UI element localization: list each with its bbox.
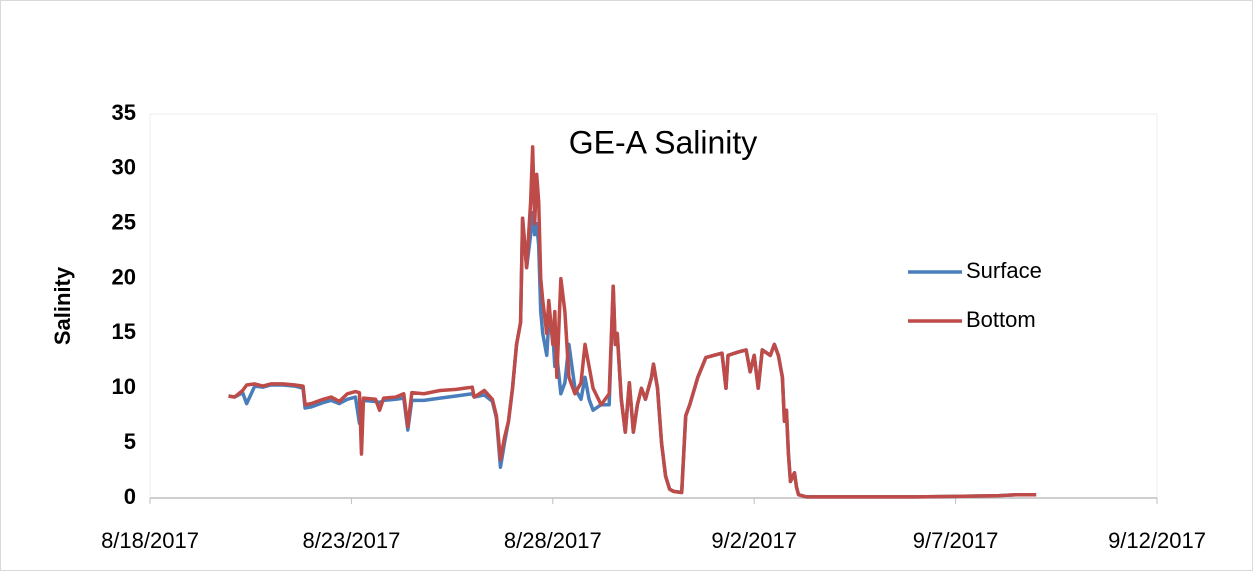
x-tick-label: 8/23/2017 (302, 528, 400, 553)
legend-label: Bottom (966, 307, 1036, 332)
y-tick-label: 35 (112, 100, 136, 125)
y-tick-label: 25 (112, 210, 136, 235)
x-tick-label: 9/7/2017 (913, 528, 999, 553)
y-tick-label: 10 (112, 374, 136, 399)
y-tick-label: 30 (112, 155, 136, 180)
x-tick-label: 8/28/2017 (504, 528, 602, 553)
x-tick-label: 8/18/2017 (101, 528, 199, 553)
x-tick-label: 9/2/2017 (711, 528, 797, 553)
series-line (228, 145, 1037, 499)
chart-title: GE-A Salinity (569, 124, 758, 160)
y-tick-label: 15 (112, 319, 136, 344)
legend-label: Surface (966, 258, 1042, 283)
y-axis-label: Salinity (50, 266, 75, 345)
y-tick-label: 0 (124, 484, 136, 509)
x-tick-label: 9/12/2017 (1108, 528, 1206, 553)
y-tick-label: 5 (124, 429, 136, 454)
y-tick-label: 20 (112, 264, 136, 289)
